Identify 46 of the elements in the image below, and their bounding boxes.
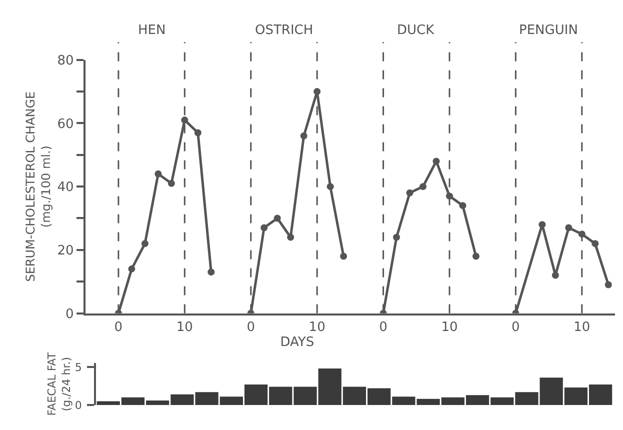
chart-title: HEN <box>138 23 166 38</box>
y-tick-label: 5 <box>74 360 82 374</box>
point <box>565 224 572 232</box>
point <box>420 183 427 190</box>
chart-title: OSTRICH <box>255 23 314 38</box>
point <box>538 221 546 228</box>
x-axis-title: DAYS <box>280 334 314 350</box>
point <box>459 202 466 210</box>
point <box>326 183 334 190</box>
x-tick-label: 10 <box>441 320 458 335</box>
point <box>260 224 268 232</box>
y-tick-label: 0 <box>65 306 74 322</box>
point <box>208 268 215 276</box>
chart-title: PENGUIN <box>519 23 578 38</box>
point <box>393 234 400 241</box>
y-axis-title: FAECAL FAT (g./24 hr.) <box>46 352 73 416</box>
point <box>154 170 162 178</box>
x-tick-label: 10 <box>176 320 193 335</box>
point <box>300 132 308 140</box>
point <box>287 234 294 241</box>
x-tick-label: 0 <box>379 320 388 335</box>
point <box>604 281 612 288</box>
point <box>128 265 136 272</box>
point <box>340 252 348 260</box>
point <box>141 240 148 248</box>
point <box>181 116 188 124</box>
chart-title: DUCK <box>397 23 435 38</box>
y-axis-title: SERUM-CHOLESTEROL CHANGE (mg./100 ml.) <box>23 91 54 282</box>
point <box>168 180 175 187</box>
x-tick-label: 0 <box>114 320 123 335</box>
x-tick-label: 10 <box>574 320 590 335</box>
point <box>432 158 440 165</box>
point <box>552 272 559 279</box>
point <box>274 214 281 222</box>
y-tick-label: 0 <box>74 398 82 412</box>
x-tick-label: 10 <box>308 320 326 335</box>
y-tick-label: 20 <box>57 243 74 258</box>
point <box>194 129 202 136</box>
point <box>472 252 480 260</box>
point <box>592 240 599 248</box>
x-tick-label: 0 <box>512 320 520 335</box>
y-tick-label: 60 <box>57 116 74 132</box>
y-tick-label: 80 <box>57 53 74 68</box>
y-tick-label: 40 <box>57 180 74 196</box>
point <box>406 189 414 196</box>
x-tick-label: 0 <box>246 320 256 335</box>
